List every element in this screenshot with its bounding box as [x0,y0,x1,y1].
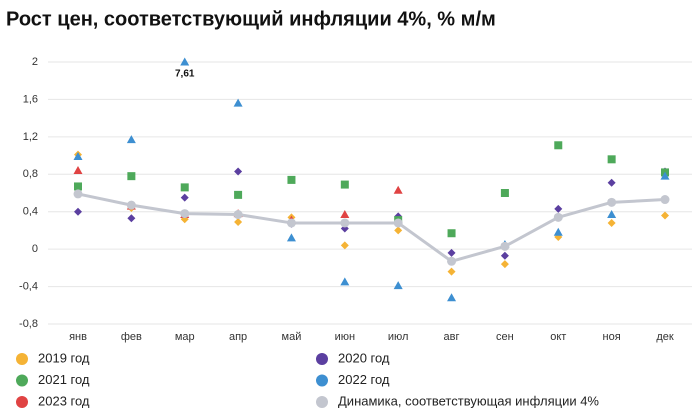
point [554,204,563,213]
y-tick-label: -0,4 [19,280,38,292]
point [554,141,563,150]
point [447,229,456,238]
point [393,218,403,228]
point [340,241,349,250]
point [180,193,189,202]
legend-marker [316,353,328,365]
point [126,200,136,210]
x-tick-label: фев [121,331,142,343]
point [340,180,349,189]
point [607,197,617,207]
point [553,227,563,236]
y-tick-label: 0,8 [23,168,38,180]
point [500,260,509,269]
legend-label: 2020 год [338,350,390,365]
point [553,212,563,222]
y-tick-label: 0,4 [23,206,38,218]
x-tick-label: июл [388,331,409,343]
point [447,248,456,257]
point [340,210,350,219]
value-label: 7,61 [175,69,195,80]
x-tick-label: апр [229,331,247,343]
legend-marker [16,374,28,387]
point [74,182,82,191]
point [233,98,243,107]
legend-label: 2019 год [38,350,90,365]
x-tick-label: июн [335,331,355,343]
point [607,210,617,219]
y-tick-label: 0 [32,243,38,255]
y-tick-label: 2 [32,56,38,68]
y-tick-label: -0,8 [19,318,38,330]
point [127,214,136,223]
point [394,226,403,235]
point [607,155,616,164]
x-tick-label: май [282,331,302,343]
chart-title: Рост цен, соответствующий инфляции 4%, %… [6,8,496,30]
point [286,233,296,242]
legend-marker [16,396,28,408]
point [340,218,350,228]
point [127,172,136,181]
line [77,192,666,263]
point [287,175,296,184]
point [73,189,83,199]
point [234,218,243,227]
point [180,57,190,66]
x-tick-label: ноя [603,331,621,343]
point [73,166,83,175]
legend-label: Динамика, соответствующая инфляции 4% [338,393,599,408]
x-tick-label: окт [550,331,566,343]
point [234,190,243,199]
point [73,152,83,161]
point [607,178,616,187]
point [447,267,456,276]
y-tick-label: 1,6 [23,93,38,105]
point [286,218,296,228]
point [660,195,670,205]
point [126,135,136,144]
point [447,256,457,266]
point [500,251,509,260]
legend-label: 2021 год [38,372,90,387]
point [607,218,616,227]
point [500,189,509,197]
legend-marker [16,353,28,365]
point [661,211,669,220]
x-tick-label: дек [656,331,674,343]
point [660,171,670,180]
point [393,185,403,194]
x-tick-label: янв [69,331,87,343]
point [233,210,243,220]
point [180,183,189,192]
legend-label: 2023 год [38,393,90,408]
x-tick-label: сен [496,331,514,343]
point [234,167,243,176]
point [393,281,403,290]
x-tick-label: авг [444,331,460,343]
x-tick-label: мар [175,331,195,343]
point [180,209,190,219]
legend-marker [316,374,328,387]
y-tick-label: 1,2 [23,131,38,143]
point [74,207,82,216]
legend-marker [316,396,328,408]
point [447,293,457,302]
point [500,241,510,251]
point [340,277,350,286]
legend-label: 2022 год [338,372,390,387]
